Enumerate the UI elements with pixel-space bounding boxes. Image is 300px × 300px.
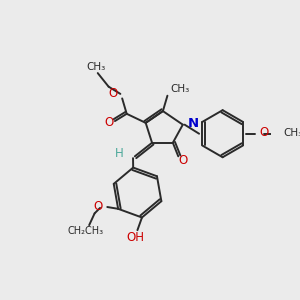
Text: O: O <box>178 154 188 167</box>
Text: OH: OH <box>127 231 145 244</box>
Text: CH₃: CH₃ <box>283 128 300 138</box>
Text: O: O <box>104 116 113 129</box>
Text: CH₂CH₃: CH₂CH₃ <box>68 226 104 236</box>
Text: O: O <box>260 126 269 139</box>
Text: N: N <box>187 117 199 130</box>
Text: CH₃: CH₃ <box>86 62 106 72</box>
Text: H: H <box>115 147 124 160</box>
Text: CH₃: CH₃ <box>170 84 189 94</box>
Text: O: O <box>94 200 103 213</box>
Text: O: O <box>108 87 118 101</box>
